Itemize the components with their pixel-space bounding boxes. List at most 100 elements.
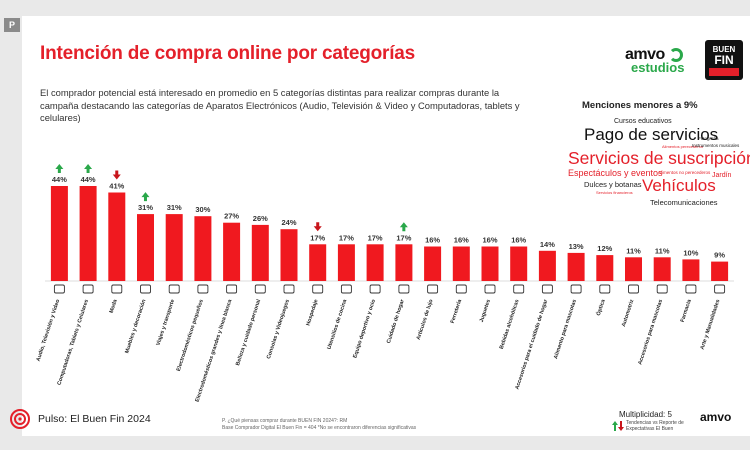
- bar-value-label: 9%: [714, 251, 725, 260]
- estudios-logo-word: estudios: [631, 60, 685, 75]
- footer-note: P. ¿Qué piensas comprar durante BUEN FIN…: [222, 418, 416, 431]
- category-label: Óptica: [594, 297, 607, 316]
- bar-value-label: 16%: [482, 236, 497, 245]
- category-label: Electrodomésticos pequeños: [176, 299, 205, 372]
- bar-value-label: 16%: [454, 236, 469, 245]
- bar: [194, 216, 212, 281]
- category-label: Consolas y Videojuegos: [266, 299, 291, 360]
- bar: [137, 214, 154, 281]
- target-icon: [10, 409, 30, 429]
- category-icon: [541, 284, 553, 294]
- footer-note-line2: Base Comprador Digital El Buen Fin = 404…: [222, 424, 417, 431]
- buen-fin-logo-line1: BUEN: [712, 45, 736, 54]
- category-icon: [283, 284, 295, 294]
- bar: [711, 261, 729, 281]
- trend-up-icon: [399, 222, 408, 232]
- amvo-logo-word: amvo: [625, 46, 665, 63]
- bar: [510, 246, 528, 281]
- bar: [596, 255, 614, 281]
- category-label: Ferretería: [450, 298, 464, 324]
- bar-value-label: 30%: [195, 205, 210, 214]
- category-icon: [53, 284, 65, 294]
- category-label: Muebles y decoración: [124, 299, 147, 354]
- category-icon: [628, 284, 639, 294]
- category-label: Viajes y transporte: [156, 299, 177, 347]
- page-title: Intención de compra online por categoría…: [40, 43, 416, 64]
- wordcloud-word: Servicios financieros: [596, 190, 633, 195]
- bar: [50, 186, 68, 281]
- bar: [625, 257, 642, 282]
- bar: [538, 250, 556, 281]
- amvo-ring-icon: [669, 48, 683, 62]
- trend-up-icon: [55, 164, 64, 173]
- bar-value-label: 11%: [626, 246, 641, 255]
- category-label: Bebidas alcohólicas: [499, 299, 521, 350]
- bar: [108, 192, 126, 281]
- category-icon: [140, 284, 151, 294]
- bar-value-label: 26%: [253, 214, 268, 223]
- trend-up-icon: [141, 192, 150, 202]
- category-icon: [427, 284, 439, 294]
- category-icon: [168, 284, 180, 294]
- category-icon: [599, 284, 611, 294]
- buen-fin-logo-line2: FIN: [714, 53, 734, 67]
- bar: [424, 246, 442, 281]
- category-icon: [513, 284, 525, 294]
- bar: [223, 222, 241, 281]
- wordcloud-word: Alimentos no perecederos: [658, 170, 711, 175]
- wordcloud-word: Jardín: [712, 172, 732, 179]
- category-label: Belleza y cuidado personal: [235, 298, 262, 366]
- buen-fin-tag-icon: [709, 68, 739, 76]
- bar-value-label: 17%: [368, 233, 383, 242]
- category-icon: [82, 284, 94, 294]
- bar-value-label: 17%: [396, 233, 411, 242]
- trend-legend-icon: [612, 421, 624, 431]
- bar: [653, 257, 671, 282]
- bar: [251, 224, 269, 281]
- bar-value-label: 12%: [597, 244, 612, 253]
- category-label: Utensilios de cocina: [326, 298, 348, 350]
- bar: [366, 244, 384, 281]
- bar: [165, 214, 183, 281]
- category-label: Cuidado de hogar: [386, 298, 406, 344]
- wordcloud-word: Instrumentos musicales: [692, 143, 740, 148]
- category-label: Juguetes: [479, 299, 492, 323]
- multiplicidad-label: Multiplicidad: 5: [619, 410, 672, 419]
- category-label: Hospedaje: [305, 299, 319, 327]
- category-icon: [656, 284, 668, 294]
- bar-value-label: 14%: [540, 240, 555, 249]
- category-label: Equipo deportivo y ocio: [352, 298, 377, 359]
- category-label: Farmacia: [680, 298, 693, 323]
- category-icon: [398, 284, 410, 294]
- bar-value-label: 44%: [52, 175, 67, 184]
- bar: [481, 246, 499, 281]
- category-label: Artículos de lujo: [416, 298, 435, 341]
- category-icon: [254, 284, 266, 294]
- bar: [452, 246, 470, 281]
- word-cloud: Cursos educativos Pago de servicios Serv…: [564, 112, 750, 212]
- amvo-estudios-logo: amvo estudios: [625, 46, 699, 78]
- menciones-title: Menciones menores a 9%: [582, 100, 698, 111]
- category-icon: [570, 284, 582, 294]
- footer-pulso: Pulso: El Buen Fin 2024: [38, 413, 151, 425]
- trend-down-icon: [112, 170, 121, 180]
- bar: [395, 244, 413, 281]
- wordcloud-word: Telecomunicaciones: [650, 198, 718, 207]
- bar: [79, 186, 97, 281]
- bar-value-label: 16%: [425, 236, 440, 245]
- category-label: Arte y Manualidades: [700, 299, 722, 351]
- bar-value-label: 10%: [683, 248, 698, 257]
- category-label: Accesorios para mascotas: [637, 299, 664, 366]
- p-badge: P: [4, 18, 20, 32]
- footer-note-line1: P. ¿Qué piensas comprar durante BUEN FIN…: [222, 418, 348, 424]
- bar-value-label: 17%: [310, 233, 325, 242]
- category-icon: [714, 284, 726, 294]
- wordcloud-word: Dulces y botanas: [584, 180, 642, 189]
- trend-legend-text: Tendencias vs Reporte de Expectativas El…: [626, 420, 684, 432]
- amvo-footer-logo-word: amvo: [700, 410, 732, 424]
- wordcloud-word: Vehículos: [642, 176, 716, 195]
- bar: [567, 252, 585, 281]
- category-icon: [484, 284, 496, 294]
- trend-down-icon: [313, 222, 322, 232]
